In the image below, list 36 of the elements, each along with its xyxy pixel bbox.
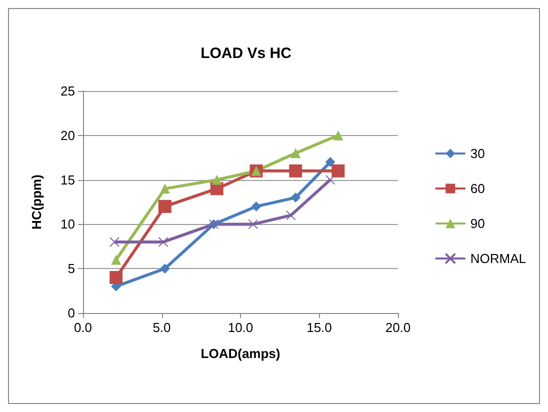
chart-title: LOAD Vs HC (200, 45, 292, 62)
point (212, 174, 222, 185)
x-tick-label: 15.0 (306, 320, 332, 335)
x-axis-title: LOAD(amps) (200, 346, 280, 361)
point (158, 236, 168, 247)
point (110, 270, 123, 284)
y-tick-label: 0 (68, 306, 75, 320)
point (286, 210, 296, 220)
point (251, 201, 262, 212)
legend-label: 90 (470, 216, 485, 231)
point (332, 164, 345, 178)
legend-label: 30 (470, 146, 485, 161)
x-tick-label: 5.0 (152, 320, 171, 335)
point (325, 157, 336, 168)
point (160, 184, 170, 194)
point (111, 254, 122, 265)
y-tick-label: 5 (68, 261, 75, 276)
x-tick-label: 10.0 (228, 320, 254, 335)
point (290, 148, 301, 158)
y-axis-title: HC(ppm) (29, 174, 44, 230)
point (333, 130, 344, 140)
x-tick-label: 20.0 (385, 320, 411, 335)
point (248, 219, 258, 230)
point (110, 236, 120, 247)
point (325, 174, 336, 185)
point (160, 264, 170, 274)
y-tick-label: 25 (60, 84, 75, 98)
point (289, 164, 302, 178)
y-tick-label: 20 (60, 128, 75, 143)
y-tick-label: 10 (60, 216, 75, 232)
x-tick-label: 0.0 (74, 320, 92, 335)
legend-label: NORMAL (470, 251, 526, 266)
point (158, 200, 172, 213)
point (290, 192, 301, 203)
y-tick-label: 15 (60, 172, 75, 188)
legend-label: 60 (470, 181, 485, 196)
